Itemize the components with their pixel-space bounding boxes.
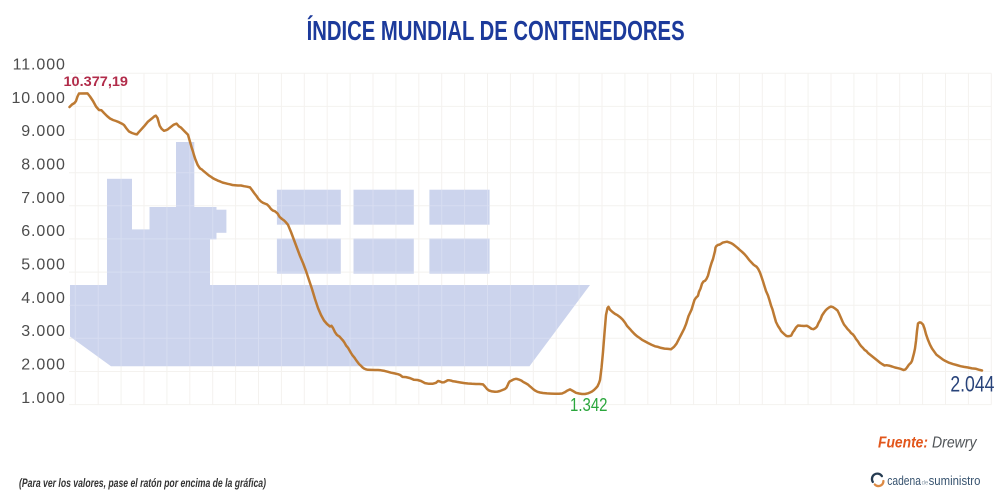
svg-text:ÍNDICE MUNDIAL DE CONTENEDORES: ÍNDICE MUNDIAL DE CONTENEDORES [307,15,685,46]
svg-text:5.000: 5.000 [21,257,66,274]
svg-text:7.000: 7.000 [21,190,66,207]
svg-text:8.000: 8.000 [21,157,66,174]
svg-text:2.000: 2.000 [21,357,66,374]
svg-text:11.000: 11.000 [13,56,66,73]
svg-text:suministro: suministro [929,474,981,488]
svg-text:de: de [922,480,929,486]
svg-text:10.000: 10.000 [11,90,65,107]
svg-text:1.342: 1.342 [570,395,608,415]
svg-text:cadena: cadena [887,474,921,488]
svg-text:10.377,19: 10.377,19 [64,73,129,89]
svg-text:(Para ver los valores, pase el: (Para ver los valores, pase el ratón por… [19,476,266,490]
svg-text:3.000: 3.000 [21,323,66,340]
svg-text:9.000: 9.000 [21,123,66,140]
svg-text:4.000: 4.000 [21,290,66,307]
svg-text:Drewry: Drewry [932,435,977,452]
svg-text:1.000: 1.000 [21,390,66,407]
svg-text:Fuente:: Fuente: [878,435,928,452]
svg-text:6.000: 6.000 [21,223,66,240]
svg-text:2.044: 2.044 [950,371,994,396]
